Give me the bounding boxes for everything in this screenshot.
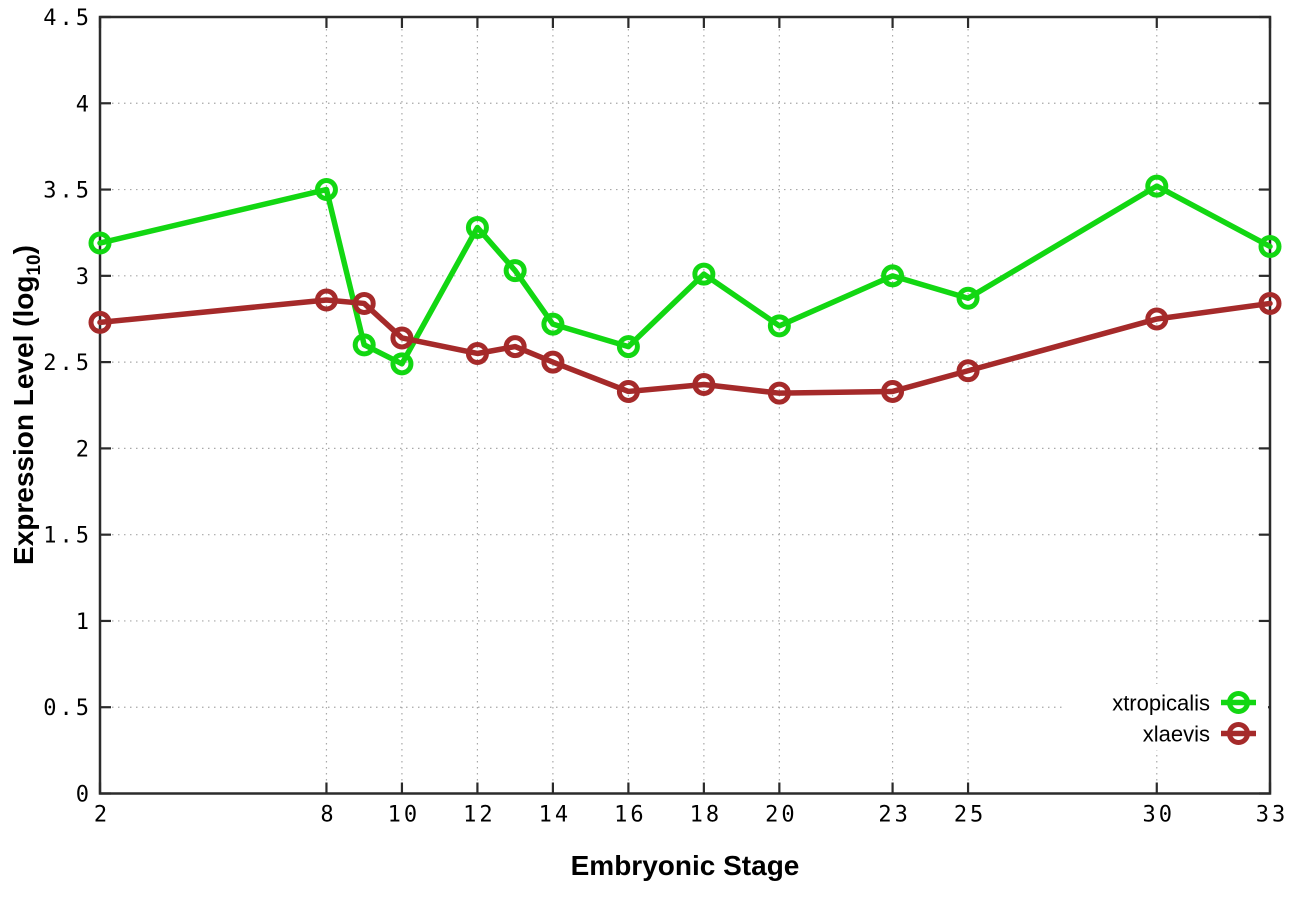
series-xlaevis-point xyxy=(503,335,527,359)
series-xtropicalis-point xyxy=(314,178,338,202)
x-tick-label: 23 xyxy=(878,803,911,828)
series-xlaevis-point xyxy=(616,379,640,403)
series-xlaevis-point xyxy=(314,288,338,312)
y-tick-label: 0.5 xyxy=(43,696,92,721)
y-tick-label: 3 xyxy=(76,265,92,290)
series-xlaevis-point xyxy=(390,326,414,350)
y-tick-label: 2 xyxy=(76,437,92,462)
x-axis-title: Embryonic Stage xyxy=(570,850,800,881)
x-tick-label: 18 xyxy=(690,803,723,828)
y-axis-title-subscript: 10 xyxy=(23,254,45,276)
series-xtropicalis-point xyxy=(1145,174,1169,198)
plot-border xyxy=(98,15,1272,795)
legend-sample-marker-xtropicalis xyxy=(1227,691,1250,714)
series-xlaevis-point xyxy=(692,373,716,397)
series-xtropicalis-point xyxy=(88,231,112,255)
series-xtropicalis-point xyxy=(465,216,489,240)
x-tick-label: 12 xyxy=(463,803,496,828)
series-xtropicalis-point xyxy=(956,286,980,310)
series-xlaevis-point xyxy=(881,379,905,403)
series-xtropicalis-point xyxy=(390,352,414,376)
series-xtropicalis-point xyxy=(881,264,905,288)
legend-label-xlaevis: xlaevis xyxy=(1143,722,1210,747)
series-xtropicalis-point xyxy=(1258,234,1282,258)
legend: xtropicalis xlaevis xyxy=(1066,684,1268,750)
x-tick-label: 8 xyxy=(320,803,336,828)
series-xtropicalis-point xyxy=(767,314,791,338)
series-xtropicalis-point xyxy=(616,335,640,359)
x-tick-label: 20 xyxy=(765,803,798,828)
y-tick-label: 0 xyxy=(76,783,92,808)
x-tick-label: 10 xyxy=(388,803,421,828)
series-xlaevis-point xyxy=(465,341,489,365)
series-xlaevis-point xyxy=(541,350,565,374)
y-axis-title-text: Expression Level (log xyxy=(8,275,40,565)
x-tick-label: 25 xyxy=(954,803,987,828)
series-xtropicalis-point xyxy=(503,259,527,283)
series-xlaevis-line xyxy=(97,297,1273,396)
series-xtropicalis-point xyxy=(692,262,716,286)
x-tick-label: 14 xyxy=(539,803,572,828)
series-xtropicalis-point xyxy=(541,312,565,336)
y-tick-label: 4 xyxy=(76,92,92,117)
series-xlaevis-point xyxy=(352,291,376,315)
series-xlaevis-point xyxy=(88,310,112,334)
y-tick-label: 4.5 xyxy=(43,6,92,31)
series-xlaevis-point xyxy=(1258,291,1282,315)
series-xlaevis-point xyxy=(767,381,791,405)
x-tick-label: 30 xyxy=(1143,803,1176,828)
y-tick-label: 1 xyxy=(76,610,92,635)
y-tick-label: 3.5 xyxy=(43,179,92,204)
series-xlaevis-point xyxy=(1145,307,1169,331)
x-tick-label: 33 xyxy=(1256,803,1289,828)
legend-sample-marker-xlaevis xyxy=(1227,722,1250,745)
y-tick-label: 2.5 xyxy=(43,351,92,376)
x-tick-label: 2 xyxy=(94,803,110,828)
x-tick-label: 16 xyxy=(614,803,647,828)
legend-label-xtropicalis: xtropicalis xyxy=(1112,691,1210,716)
y-axis-title: Expression Level (log10) xyxy=(8,245,46,565)
y-axis-title-suffix: ) xyxy=(8,245,40,255)
series-xtropicalis-point xyxy=(352,333,376,357)
series-xlaevis-point xyxy=(956,359,980,383)
y-tick-label: 1.5 xyxy=(43,524,92,549)
